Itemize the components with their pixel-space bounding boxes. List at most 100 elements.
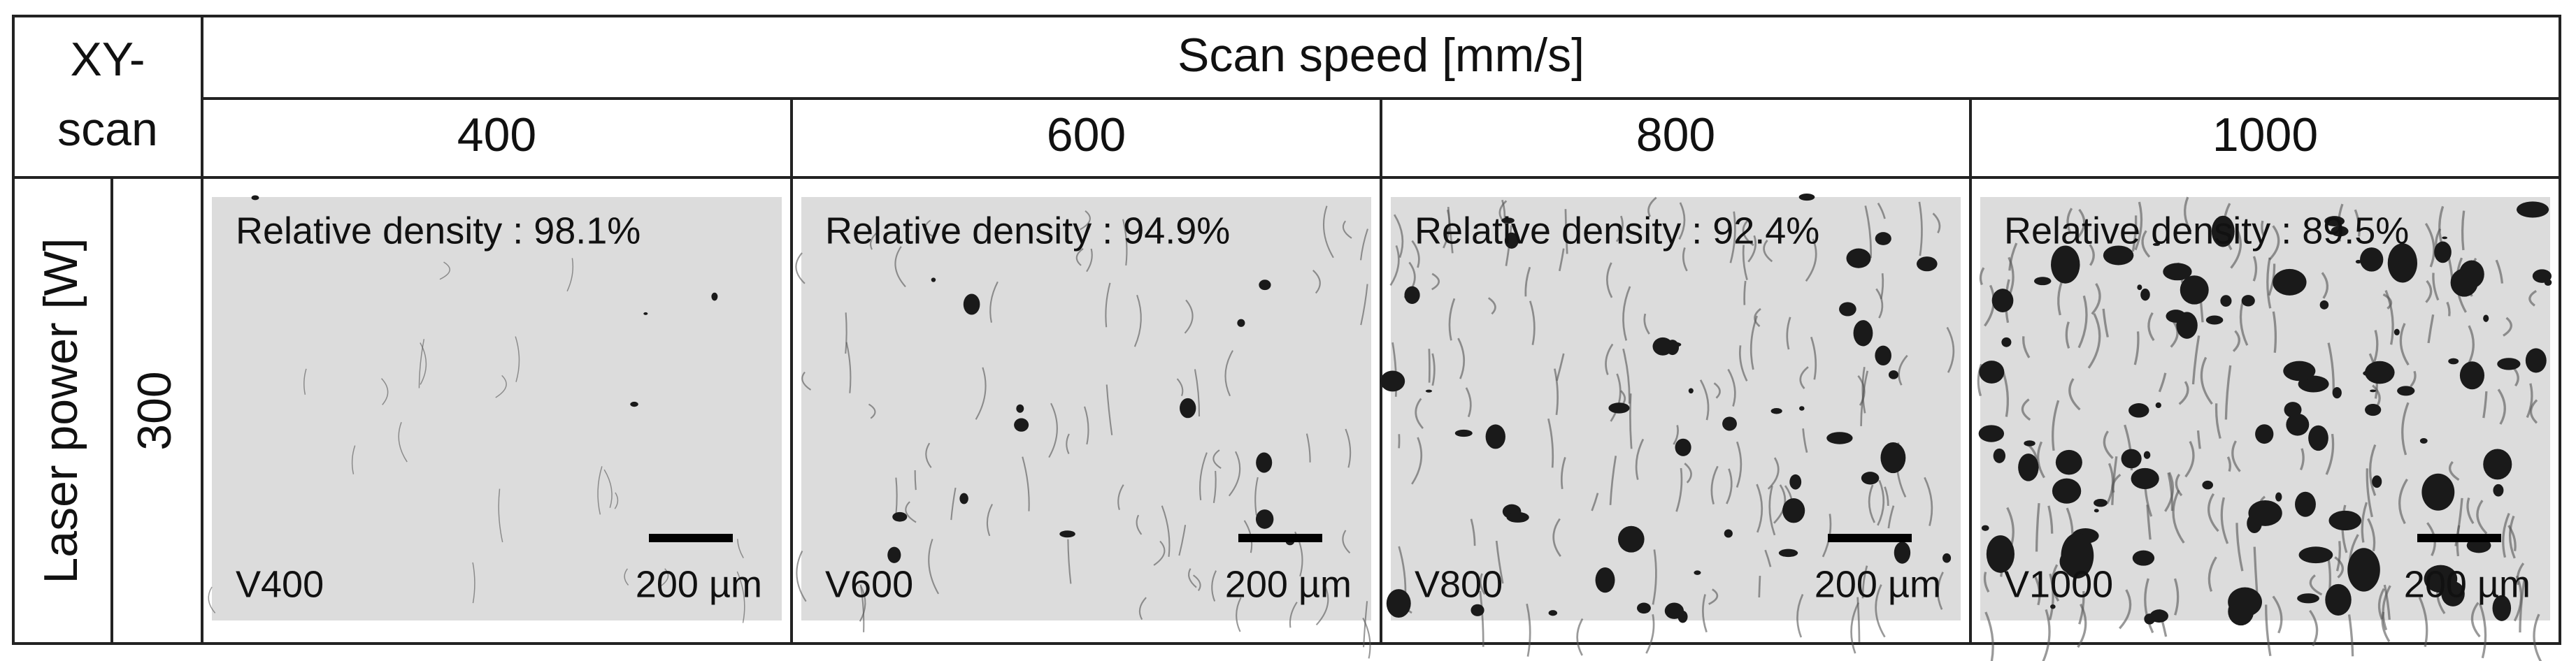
pore — [2033, 277, 2052, 286]
pore — [2370, 389, 2377, 393]
melt-pool-line — [1105, 384, 1113, 435]
pore — [2421, 473, 2455, 511]
micrograph: Relative density : 94.9% V600 200 µm — [795, 197, 1371, 659]
melt-pool-line — [2321, 272, 2329, 299]
melt-pool-line — [381, 378, 389, 405]
density-label: Relative density : 94.9% — [825, 210, 1230, 252]
melt-pool-line — [845, 342, 852, 393]
pore — [1724, 529, 1733, 538]
melt-pool-line — [924, 219, 933, 237]
pore — [2140, 289, 2150, 301]
melt-pool-line — [2042, 609, 2051, 661]
melt-pool-line — [1576, 618, 1584, 656]
melt-pool-line — [2427, 314, 2435, 344]
melt-pool-line — [2398, 479, 2408, 525]
melt-pool-line — [1675, 467, 1683, 512]
pore — [2459, 260, 2484, 289]
pore — [1778, 549, 1798, 558]
pore — [2050, 604, 2056, 609]
melt-pool-line — [2476, 500, 2488, 535]
pore — [1979, 361, 2005, 384]
melt-pool-line — [439, 261, 450, 280]
pore — [2180, 275, 2209, 305]
melt-pool-line — [2252, 256, 2258, 282]
melt-pool-line — [1443, 209, 1451, 249]
melt-pool-line — [1768, 485, 1776, 536]
melt-pool-line — [1937, 572, 1944, 610]
column-label: 800 — [1636, 108, 1715, 161]
melt-pool-line — [2075, 208, 2086, 240]
melt-pool-line — [1799, 366, 1809, 389]
melt-pool-line — [2461, 210, 2466, 251]
melt-pool-line — [1946, 326, 1955, 373]
melt-pool-line — [737, 539, 744, 559]
melt-pool-line — [2167, 472, 2174, 511]
melt-pool-line — [1673, 425, 1679, 445]
melt-pool-line — [1305, 433, 1311, 463]
pore — [251, 195, 259, 201]
melt-pool-line — [1529, 300, 1536, 345]
scale-bar-label: 200 µm — [636, 563, 762, 605]
melt-pool-line — [1084, 406, 1089, 445]
melt-pool-line — [2495, 259, 2504, 284]
melt-pool-line — [498, 488, 503, 543]
melt-pool-line — [2382, 293, 2393, 310]
melt-pool-line — [1479, 573, 1486, 595]
melt-pool-line — [1884, 486, 1889, 506]
melt-pool-line — [2230, 228, 2242, 269]
melt-pool-line — [1315, 581, 1329, 626]
density-label: Relative density : 89.5% — [2004, 210, 2409, 252]
pore — [1237, 319, 1245, 327]
melt-pool-line — [351, 445, 356, 474]
pore — [2493, 484, 2504, 497]
melt-pool-line — [2309, 574, 2323, 596]
melt-pool-line — [1393, 214, 1404, 259]
pore — [2360, 247, 2384, 272]
melt-pool-line — [845, 312, 847, 354]
melt-pool-line — [1184, 299, 1194, 334]
melt-pool-line — [1359, 228, 1368, 261]
melt-pool-line — [2347, 614, 2354, 657]
pore — [1664, 602, 1684, 619]
pore — [2355, 259, 2361, 264]
melt-pool-line — [1702, 594, 1708, 633]
melt-pool-line — [1682, 247, 1688, 272]
melt-pool-line — [1856, 597, 1861, 642]
pore — [2442, 236, 2448, 240]
melt-pool-line — [1606, 262, 1613, 298]
melt-pool-line — [2214, 403, 2221, 439]
melt-pool-line — [1738, 345, 1748, 382]
melt-pool-line — [1178, 525, 1187, 556]
pore — [1548, 610, 1558, 616]
melt-pool-line — [1465, 387, 1472, 418]
melt-pool-line — [1763, 240, 1773, 263]
melt-pool-line — [1622, 348, 1631, 404]
melt-pool-line — [1236, 597, 1242, 632]
melt-pool-line — [2335, 541, 2341, 572]
melt-pool-line — [2170, 320, 2179, 348]
melt-pool-line — [1389, 245, 1400, 286]
melt-pool-line — [950, 487, 957, 521]
pore — [1942, 553, 1952, 563]
pore — [1016, 404, 1024, 413]
melt-pool-line — [2178, 381, 2189, 405]
melt-pool-line — [2008, 242, 2018, 271]
melt-pool-line — [2526, 383, 2533, 419]
melt-pool-line — [1629, 393, 1633, 449]
melt-pool-line — [894, 246, 906, 288]
pore — [2347, 548, 2380, 592]
melt-pool-line — [2508, 515, 2516, 559]
melt-pool-line — [1228, 451, 1241, 497]
melt-pool-line — [2111, 456, 2118, 505]
melt-pool-line — [2513, 575, 2523, 622]
melt-pool-line — [1224, 350, 1233, 397]
melt-pool-line — [2133, 331, 2140, 365]
melt-pool-line — [1360, 284, 1368, 326]
melt-pool-line — [566, 258, 574, 292]
melt-pool-line — [1391, 342, 1398, 397]
pore — [1993, 448, 2006, 463]
melt-pool-line — [2528, 289, 2538, 307]
pore — [1595, 567, 1615, 593]
pore — [2132, 550, 2155, 566]
melt-pool-line — [801, 371, 812, 391]
